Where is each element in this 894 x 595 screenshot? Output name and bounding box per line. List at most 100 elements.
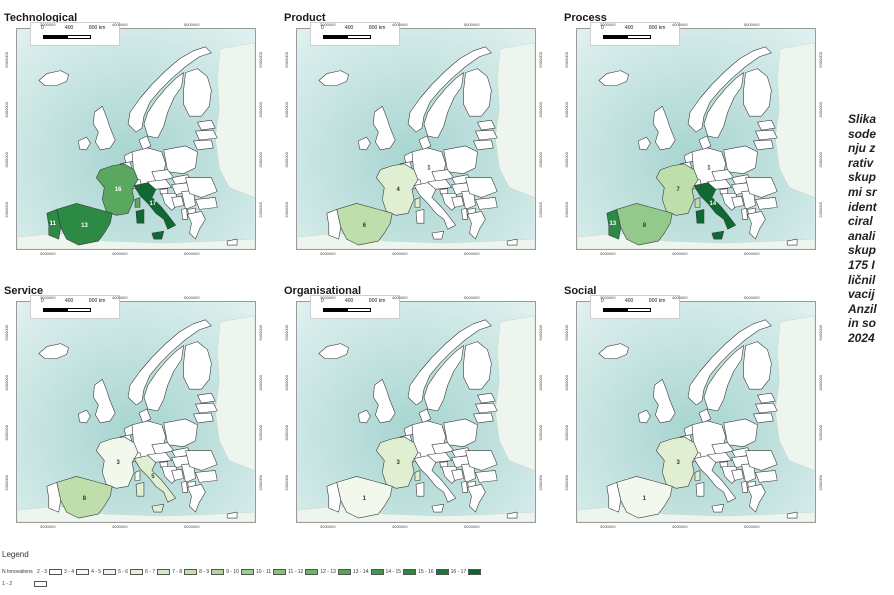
country-se (703, 72, 744, 139)
scale-segment-dark (603, 35, 627, 39)
scale-label: 400 (625, 25, 634, 31)
caption-line: mi sr (848, 184, 877, 199)
y-tick-label: 2000000 (818, 202, 823, 218)
scale-label: 800 km (89, 298, 106, 304)
country-cy (786, 511, 798, 519)
caption-line: anali (848, 228, 876, 243)
country-gr (187, 211, 206, 240)
y-tick-label: 5000000 (284, 52, 289, 68)
y-tick-label: 2000000 (258, 475, 263, 491)
country-lv (195, 402, 218, 414)
country-se (423, 72, 464, 139)
legend-swatch (157, 568, 171, 575)
legend-class-label: 1 - 2 (2, 580, 13, 587)
y-tick-label: 5000000 (818, 325, 823, 341)
scale-bar: 0 400 800 km (30, 295, 120, 319)
value-label-it: 14 (710, 201, 717, 207)
panel-title: Social (564, 285, 597, 297)
y-tick-label: 5000000 (4, 52, 9, 68)
country-dk (418, 408, 432, 424)
country-al (741, 208, 748, 220)
country-gb (653, 379, 676, 424)
country-se (423, 345, 464, 412)
country-lt (753, 412, 774, 424)
x-tick-label: 4000000 (672, 251, 688, 256)
x-tick-label: 4000000 (112, 524, 128, 529)
y-tick-label: 3000000 (258, 425, 263, 441)
country-es (336, 476, 393, 519)
caption-line: 175 I (848, 257, 875, 272)
country-sicily (431, 230, 445, 240)
country-sardinia (695, 482, 705, 497)
x-tick-label: 4000000 (112, 251, 128, 256)
value-label-pt: 11 (50, 221, 57, 227)
legend-item: 8 - 9 (199, 563, 225, 581)
scale-bar: 0 400 800 km (590, 22, 680, 46)
scale-segment-light (347, 308, 371, 312)
value-label-pt: 13 (609, 221, 616, 227)
x-tick-label: 5000000 (464, 251, 480, 256)
legend-class-label: 11 - 12 (288, 568, 304, 575)
x-tick-label: 3000000 (600, 524, 616, 529)
country-is (318, 343, 349, 359)
country-corsica (134, 197, 141, 208)
country-bg (195, 197, 218, 210)
country-is (598, 70, 629, 86)
country-it (133, 182, 176, 230)
scale-segment-light (627, 35, 651, 39)
country-no (687, 46, 772, 133)
y-tick-label: 2000000 (538, 202, 543, 218)
legend-class-label: 2 - 3 (37, 568, 48, 575)
map-svg: 31 (577, 302, 815, 522)
scale-label: 400 (65, 298, 74, 304)
country-ie (358, 409, 371, 424)
y-tick-label: 4000000 (564, 375, 569, 391)
legend-label: N Innovations (2, 569, 33, 575)
country-bg (755, 197, 778, 210)
x-tick-label: 5000000 (464, 22, 480, 27)
country-fr (656, 163, 699, 216)
map-frame: 4 6 1 (296, 28, 536, 250)
legend-item: 6 - 7 (145, 563, 171, 581)
caption-line: vacij (848, 287, 875, 302)
country-bg (195, 470, 218, 483)
map-svg: 4 6 1 (297, 29, 535, 249)
country-ie (358, 136, 371, 151)
y-tick-label: 3000000 (284, 425, 289, 441)
country-it (413, 182, 456, 230)
y-tick-label: 3000000 (4, 152, 9, 168)
y-tick-label: 2000000 (564, 475, 569, 491)
x-tick-label: 3000000 (40, 524, 56, 529)
eastern-landmass (495, 42, 535, 198)
country-dk (138, 135, 152, 151)
legend-item: 4 - 5 (91, 563, 117, 581)
caption-line: ciral (848, 214, 873, 229)
country-se (703, 345, 744, 412)
legend-swatch (403, 568, 417, 575)
scale-label: 0 (41, 25, 44, 31)
country-ro (465, 177, 498, 198)
value-label-fr: 16 (115, 187, 122, 193)
y-tick-label: 3000000 (564, 152, 569, 168)
country-lt (473, 412, 494, 424)
country-ee (757, 392, 776, 404)
y-tick-label: 5000000 (564, 52, 569, 68)
y-tick-label: 2000000 (284, 202, 289, 218)
country-is (318, 70, 349, 86)
x-tick-label: 5000000 (184, 524, 200, 529)
country-lv (195, 129, 218, 141)
y-tick-label: 4000000 (538, 102, 543, 118)
legend-swatch (240, 568, 254, 575)
country-corsica (414, 197, 421, 208)
legend-item: 2 - 3 (37, 563, 63, 581)
legend-class-label: 5 - 6 (118, 568, 129, 575)
value-label-es: 1 (643, 496, 647, 502)
legend-swatch (76, 568, 90, 575)
country-no (127, 319, 212, 406)
country-fi (183, 68, 212, 117)
legend-item: 15 - 16 (418, 563, 449, 581)
value-label-it: 17 (150, 201, 157, 207)
eastern-landmass (775, 42, 815, 198)
country-gr (747, 484, 766, 513)
